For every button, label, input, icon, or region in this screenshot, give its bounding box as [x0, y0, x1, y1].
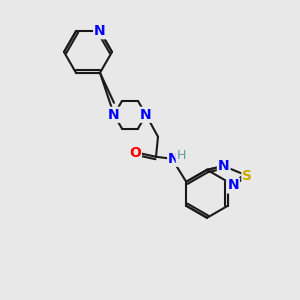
Text: N: N	[227, 178, 239, 193]
Text: N: N	[108, 108, 120, 122]
Text: N: N	[140, 108, 152, 122]
Text: O: O	[129, 146, 141, 160]
Text: S: S	[242, 169, 252, 183]
Text: H: H	[176, 149, 186, 162]
Text: N: N	[218, 159, 230, 173]
Text: N: N	[168, 152, 180, 166]
Text: N: N	[94, 24, 106, 38]
